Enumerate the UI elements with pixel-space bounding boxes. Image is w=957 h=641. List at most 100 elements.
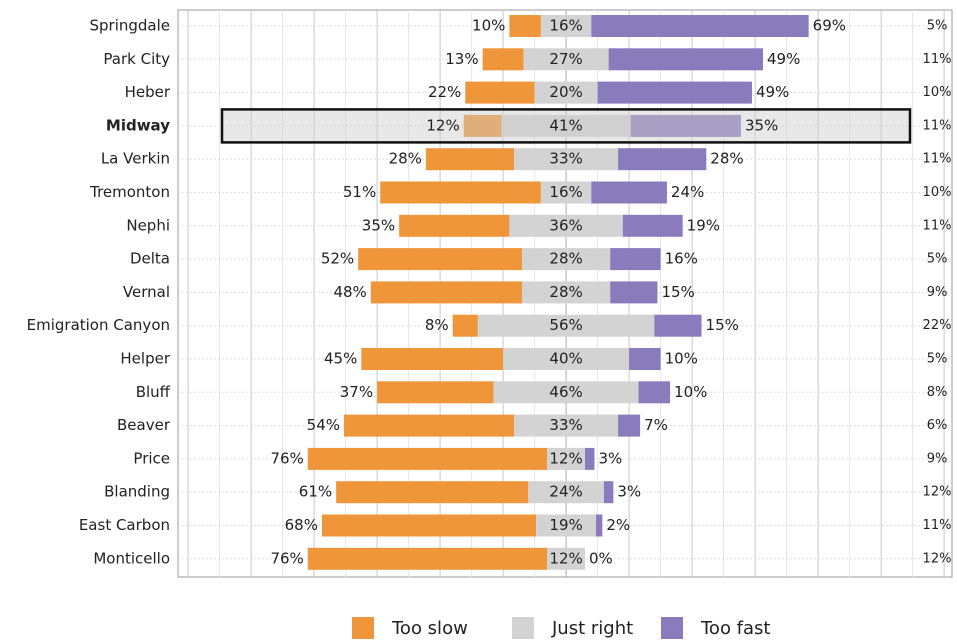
category-label: Heber [125, 83, 171, 101]
value-label: 69% [813, 17, 846, 35]
value-label: 49% [767, 50, 800, 68]
bar-segment [536, 514, 597, 537]
side-value-label: 5% [927, 19, 948, 34]
value-label: 8% [425, 316, 449, 334]
value-label: 15% [661, 283, 694, 301]
value-label: 33% [549, 150, 582, 168]
value-label: 76% [270, 549, 303, 567]
bar-segment [630, 114, 741, 137]
bar-segment [344, 414, 515, 437]
value-label: 46% [549, 383, 582, 401]
bar-segment [585, 447, 595, 470]
side-value-label: 11% [923, 52, 952, 67]
bar-segment [534, 81, 598, 104]
value-label: 20% [549, 83, 582, 101]
bar-segment [591, 15, 809, 37]
side-value-label: 11% [923, 118, 952, 133]
legend-swatch [512, 617, 534, 639]
value-label: 10% [472, 17, 505, 35]
bar-segment [618, 414, 641, 437]
value-label: 7% [644, 416, 668, 434]
value-label: 35% [745, 116, 778, 134]
legend-label: Too fast [700, 618, 771, 639]
bar-segment [629, 348, 661, 370]
bar-segment [361, 348, 504, 370]
category-label: Blanding [104, 483, 170, 501]
value-label: 19% [549, 516, 582, 534]
side-value-label: 10% [923, 185, 952, 200]
category-label: La Verkin [101, 150, 170, 168]
value-label: 24% [549, 483, 582, 501]
bar-segment [523, 48, 609, 71]
value-label: 10% [674, 383, 707, 401]
bar-segment [522, 248, 611, 271]
bar-segment [399, 214, 510, 237]
value-label: 27% [549, 50, 582, 68]
bar-segment [654, 314, 702, 337]
value-label: 12% [549, 449, 582, 467]
value-label: 56% [549, 316, 582, 334]
bar-segment [307, 447, 548, 470]
value-label: 16% [549, 17, 582, 35]
value-label: 76% [270, 449, 303, 467]
side-value-label: 9% [927, 285, 948, 300]
value-label: 28% [549, 250, 582, 268]
value-label: 35% [362, 216, 395, 234]
highlight-box [220, 108, 912, 144]
bar-segment [596, 514, 603, 537]
value-label: 51% [343, 183, 376, 201]
value-label: 36% [549, 216, 582, 234]
legend-swatch [661, 617, 683, 639]
side-value-label: 11% [923, 518, 952, 533]
bar-segment [528, 481, 604, 504]
value-label: 15% [706, 316, 739, 334]
value-label: 19% [687, 216, 720, 234]
side-value-label: 8% [927, 385, 948, 400]
bar-segment [321, 514, 537, 537]
category-label: Helper [120, 350, 170, 368]
bar-segment [622, 214, 683, 237]
category-label: East Carbon [79, 516, 170, 534]
value-label: 28% [389, 150, 422, 168]
bar-segment [514, 148, 619, 171]
category-label: Beaver [117, 416, 171, 434]
category-label: Price [133, 449, 170, 467]
bar-segment [509, 214, 623, 237]
legend-swatch [352, 617, 374, 639]
value-label: 68% [285, 516, 318, 534]
bar-segment [597, 81, 752, 104]
value-label: 40% [549, 350, 582, 368]
value-label: 2% [606, 516, 630, 534]
value-label: 45% [324, 350, 357, 368]
side-value-label: 5% [927, 252, 948, 267]
bar-segment [370, 281, 522, 304]
value-label: 22% [428, 83, 461, 101]
bar-segment [509, 15, 541, 37]
value-label: 61% [299, 483, 332, 501]
bar-segment [522, 281, 611, 304]
category-label: Monticello [93, 549, 170, 567]
category-label: Bluff [136, 383, 171, 401]
category-label: Springdale [89, 17, 170, 35]
bar-segment [540, 181, 592, 204]
bar-segment [547, 547, 586, 570]
bar-segment [608, 48, 763, 71]
legend-label: Just right [551, 618, 633, 639]
value-label: 54% [307, 416, 340, 434]
bar-segment [425, 148, 515, 171]
category-label: Vernal [123, 283, 170, 301]
bar-segment [547, 447, 586, 470]
bar-segment [452, 314, 478, 337]
bar-segment [514, 414, 619, 437]
value-label: 10% [665, 350, 698, 368]
value-label: 41% [549, 116, 582, 134]
value-label: 16% [665, 250, 698, 268]
bar-segment [463, 114, 502, 137]
side-value-label: 10% [923, 85, 952, 100]
bar-segment [493, 381, 639, 404]
value-label: 3% [617, 483, 641, 501]
side-value-label: 11% [923, 152, 952, 167]
value-label: 48% [333, 283, 366, 301]
